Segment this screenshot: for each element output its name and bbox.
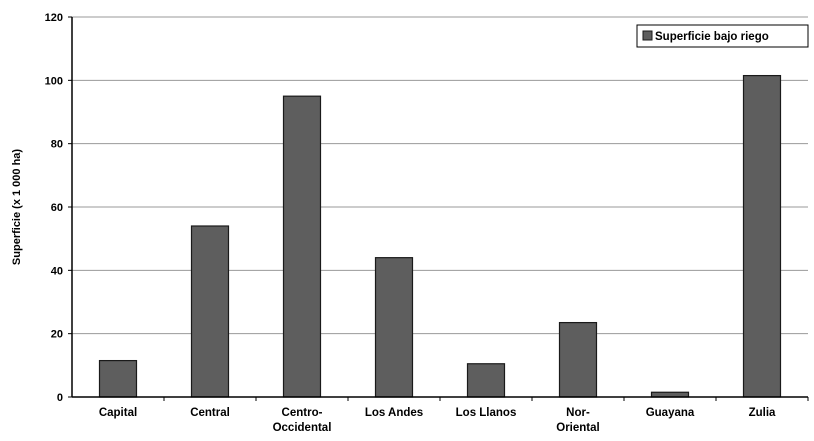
x-tick-label: Central [190, 407, 230, 419]
y-tick-label: 60 [51, 202, 63, 214]
x-tick-label: Capital [99, 407, 137, 419]
y-tick-label: 40 [51, 265, 63, 277]
y-tick-labels: 0 20 40 60 80 100 120 [45, 12, 72, 404]
grid-lines [72, 16, 808, 335]
bar [282, 95, 322, 398]
bar [190, 225, 230, 398]
legend-swatch [642, 30, 653, 41]
y-tick-label: 0 [57, 392, 63, 404]
bar [466, 363, 506, 398]
x-tick-label: Guayana [646, 407, 695, 419]
y-axis-label: Superficie (x 1 000 ha) [11, 149, 23, 265]
legend-box [636, 24, 809, 48]
x-tick-label: Zulia [749, 407, 776, 419]
x-tick-label: Centro-Occidental [273, 407, 332, 434]
x-tick-labels: Capital Central Centro-Occidental Los Andes… [99, 397, 809, 434]
bar [742, 74, 782, 398]
bar [98, 359, 138, 398]
x-tick-label: Los Andes [365, 407, 423, 419]
bar [558, 321, 598, 398]
y-tick-label: 100 [45, 75, 63, 87]
legend: Superficie bajo riego [636, 24, 809, 48]
x-tick-label: Nor-Oriental [556, 407, 599, 434]
y-tick-label: 120 [45, 12, 63, 24]
y-tick-label: 80 [51, 139, 63, 151]
bars [98, 74, 782, 398]
bar [374, 257, 414, 398]
x-tick-label: Los Llanos [456, 407, 517, 419]
legend-label: Superficie bajo riego [655, 31, 769, 43]
y-tick-label: 20 [51, 329, 63, 341]
